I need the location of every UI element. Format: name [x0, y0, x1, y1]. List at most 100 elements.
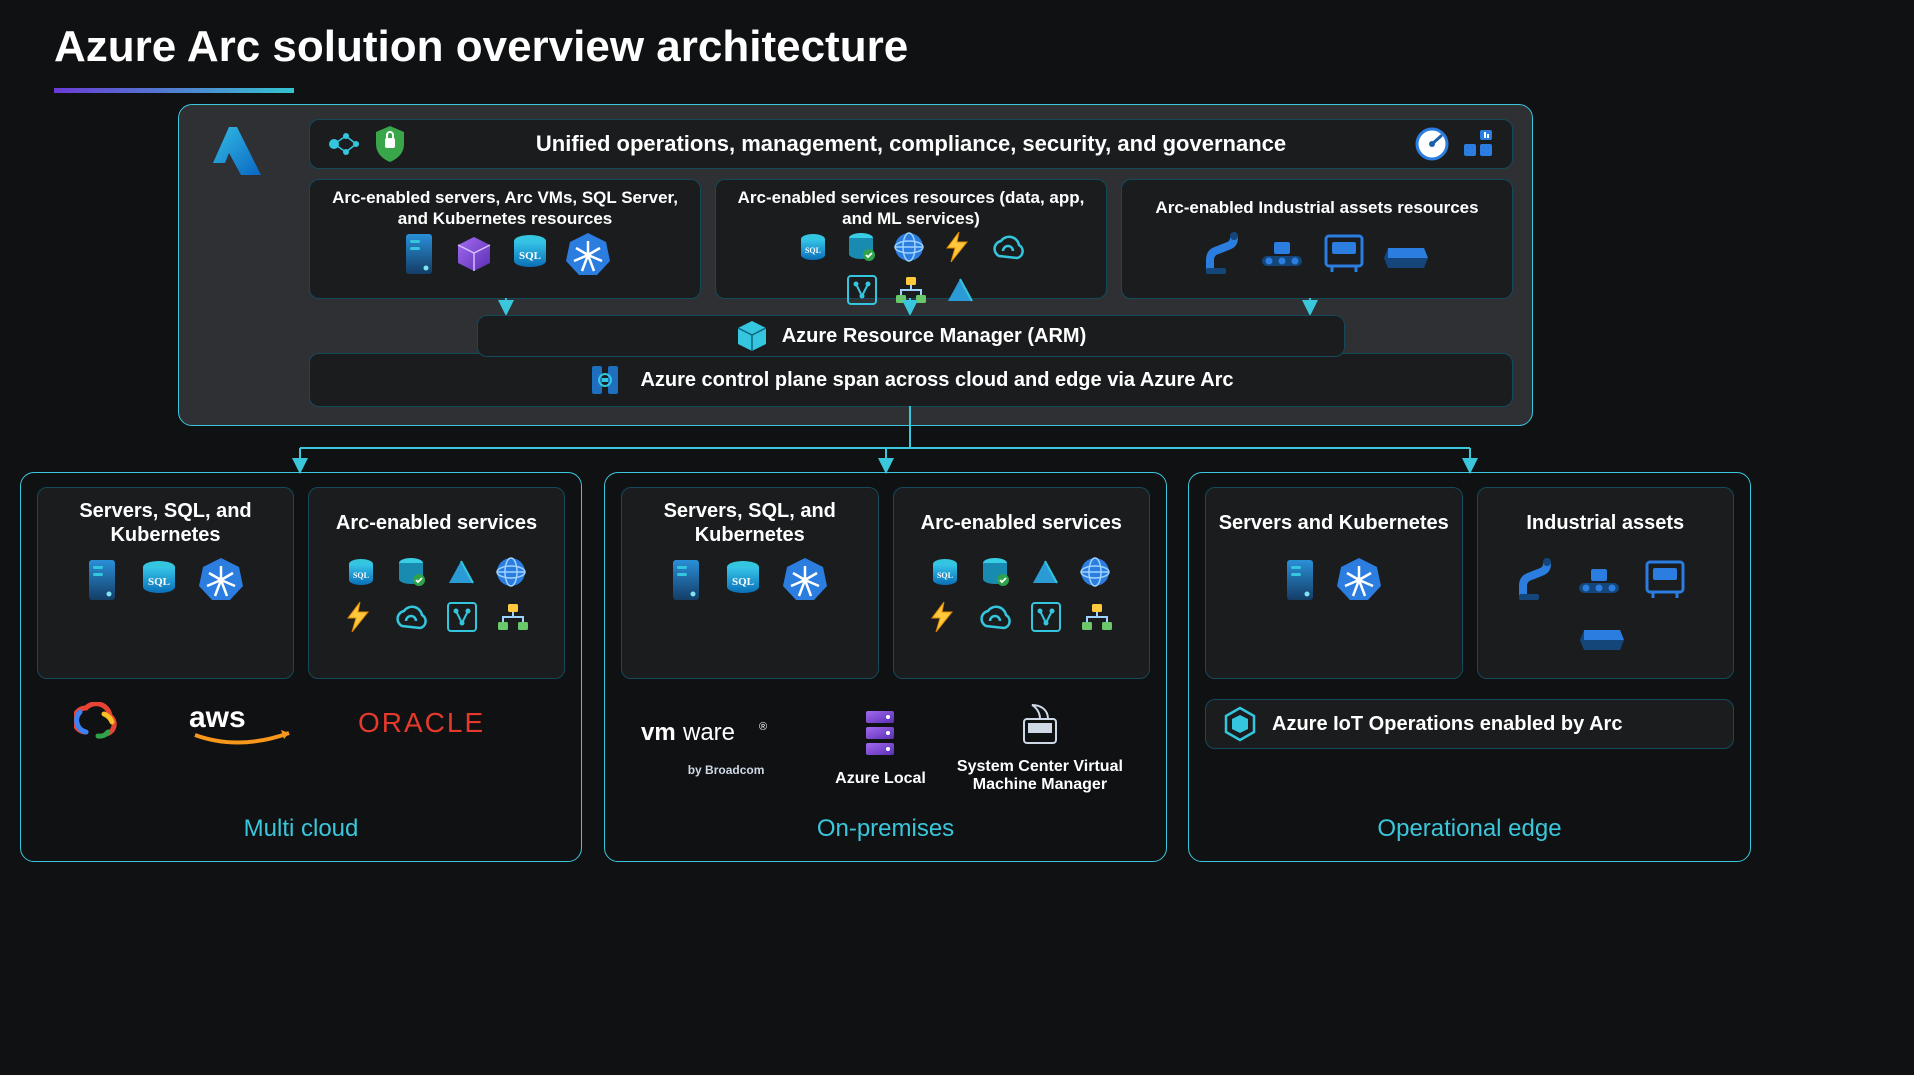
sub-servers: Servers, SQL, and Kubernetes: [621, 487, 879, 679]
iot-strip: Azure IoT Operations enabled by Arc: [1205, 699, 1734, 749]
globe-icon: [893, 231, 925, 263]
svg-text:ORACLE: ORACLE: [358, 707, 485, 738]
env-label: Multi cloud: [21, 815, 581, 843]
kubernetes-icon: [1337, 556, 1387, 608]
devops-icon: [846, 274, 878, 306]
sub-services: Arc-enabled services: [893, 487, 1151, 679]
sql-mi-icon: [345, 557, 379, 589]
edge-box-icon: [1384, 234, 1430, 272]
aws-logo-icon: aws: [189, 701, 299, 747]
arc-enabled-boxes: Arc-enabled servers, Arc VMs, SQL Server…: [309, 179, 1513, 299]
sql-db-icon: [510, 233, 550, 275]
env-panel-edge: Servers and Kubernetes Industrial assets…: [1188, 472, 1751, 862]
server-icon: [1281, 556, 1321, 608]
svg-text:®: ®: [759, 721, 767, 733]
kubernetes-icon: [783, 556, 833, 608]
azure-local-label: Azure Local: [835, 770, 926, 788]
unified-ops-strip: Unified operations, management, complian…: [309, 119, 1513, 169]
arm-cube-icon: [736, 319, 768, 353]
functions-icon: [342, 600, 376, 636]
server-icon: [667, 556, 707, 608]
sql-mi-icon: [929, 557, 963, 589]
env-label: Operational edge: [1189, 815, 1750, 843]
arc-box-industrial: Arc-enabled Industrial assets resources: [1121, 179, 1513, 299]
arc-box-services: Arc-enabled services resources (data, ap…: [715, 179, 1107, 299]
sql-db-icon: [139, 559, 183, 605]
gcp-logo-icon: [74, 702, 130, 746]
arm-label: Azure Resource Manager (ARM): [782, 325, 1087, 348]
hierarchy-icon: [496, 602, 532, 634]
edge-box-icon: [1580, 616, 1630, 656]
postgres-icon: [395, 556, 429, 590]
ml-icon: [1029, 559, 1063, 587]
globe-icon: [495, 556, 529, 590]
control-plane-strip: Azure control plane span across cloud an…: [309, 353, 1513, 407]
ml-icon: [445, 559, 479, 587]
env-panel-onprem: Servers, SQL, and Kubernetes Arc-enabled…: [604, 472, 1167, 862]
sub-industrial: Industrial assets: [1477, 487, 1735, 679]
azure-control-plane-panel: Unified operations, management, complian…: [178, 104, 1533, 426]
sql-db-icon: [723, 559, 767, 605]
azure-logo-icon: [207, 123, 271, 181]
sub-title: Industrial assets: [1526, 498, 1684, 548]
title-underline: [54, 88, 294, 93]
sub-services: Arc-enabled services: [308, 487, 565, 679]
cube-icon: [454, 233, 494, 275]
iot-cube-icon: [1222, 706, 1258, 742]
iot-label: Azure IoT Operations enabled by Arc: [1272, 713, 1622, 736]
sub-title: Servers, SQL, and Kubernetes: [630, 498, 870, 548]
arc-box-title: Arc-enabled services resources (data, ap…: [726, 186, 1096, 230]
ml-icon: [944, 277, 976, 303]
postgres-icon: [845, 231, 877, 263]
shield-lock-icon: [372, 124, 408, 164]
arc-box-title: Arc-enabled servers, Arc VMs, SQL Server…: [320, 186, 690, 230]
provider-row: vmware® by Broadcom Azure Local System C…: [605, 701, 1166, 794]
arm-strip: Azure Resource Manager (ARM): [477, 315, 1345, 357]
hierarchy-icon: [1080, 602, 1116, 634]
plc-icon: [1643, 556, 1693, 606]
sub-title: Servers and Kubernetes: [1219, 498, 1449, 548]
server-icon: [83, 556, 123, 608]
cloud-sync-icon: [989, 234, 1025, 260]
control-plane-label: Azure control plane span across cloud an…: [640, 369, 1233, 392]
gauge-icon: [1414, 126, 1450, 162]
scvmm-icon: [1018, 701, 1062, 747]
sub-servers: Servers, SQL, and Kubernetes: [37, 487, 294, 679]
postgres-icon: [979, 556, 1013, 590]
hierarchy-icon: [894, 275, 928, 305]
env-panel-multicloud: Servers, SQL, and Kubernetes Arc-enabled…: [20, 472, 582, 862]
sub-title: Arc-enabled services: [336, 498, 537, 548]
kubernetes-icon: [566, 231, 610, 277]
conveyor-icon: [1577, 563, 1627, 599]
devops-icon: [1030, 601, 1064, 635]
arc-box-title: Arc-enabled Industrial assets resources: [1155, 186, 1478, 230]
dashboard-tiles-icon: [1462, 130, 1494, 158]
env-label: On-premises: [605, 815, 1166, 843]
sub-title: Servers, SQL, and Kubernetes: [46, 498, 285, 548]
cloud-sync-icon: [976, 604, 1014, 632]
oracle-logo-icon: ORACLE: [358, 704, 528, 744]
globe-icon: [1079, 556, 1113, 590]
vmware-logo-icon: vmware®: [641, 718, 811, 752]
page-title: Azure Arc solution overview architecture: [54, 22, 908, 72]
vmware-sublabel: by Broadcom: [641, 763, 811, 777]
functions-icon: [941, 230, 973, 264]
svg-text:ware: ware: [682, 719, 735, 746]
arc-box-servers: Arc-enabled servers, Arc VMs, SQL Server…: [309, 179, 701, 299]
robot-arm-icon: [1517, 556, 1561, 606]
sub-title: Arc-enabled services: [921, 498, 1122, 548]
cloud-sync-icon: [392, 604, 430, 632]
scvmm-label: System Center Virtual Machine Manager: [950, 758, 1130, 794]
robot-arm-icon: [1204, 230, 1244, 276]
sub-servers: Servers and Kubernetes: [1205, 487, 1463, 679]
server-icon: [400, 230, 438, 278]
conveyor-icon: [1260, 236, 1306, 270]
functions-icon: [926, 600, 960, 636]
sql-mi-icon: [797, 232, 829, 262]
provider-row: aws ORACLE: [21, 701, 581, 752]
unified-ops-label: Unified operations, management, complian…: [424, 131, 1398, 157]
kubernetes-icon: [199, 556, 249, 608]
svg-text:aws: aws: [189, 701, 246, 734]
azure-local-icon: [858, 707, 902, 759]
arc-icon: [588, 360, 624, 400]
